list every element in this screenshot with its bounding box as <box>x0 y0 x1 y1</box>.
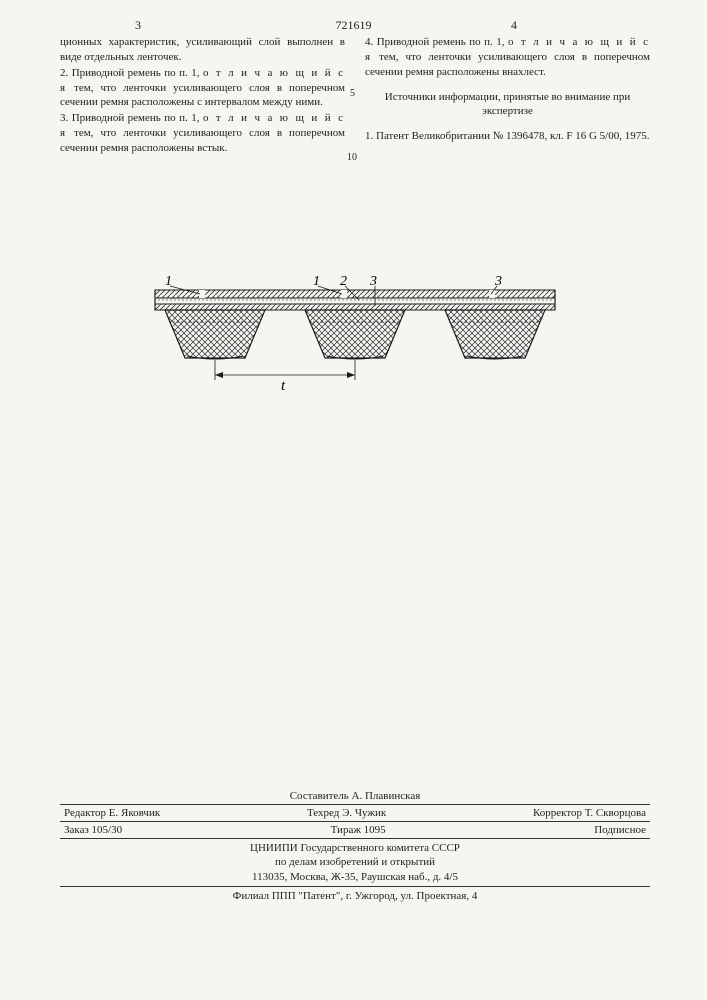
line-number-5: 5 <box>350 87 355 101</box>
techred: Техред Э. Чужик <box>307 807 386 819</box>
claim-2-body: тем, что ленточки усиливающего слоя в по… <box>60 82 345 109</box>
rib-1 <box>165 310 265 359</box>
corrector: Корректор Т. Скворцова <box>533 807 646 819</box>
order-number: Заказ 105/30 <box>64 824 122 836</box>
claim-4-prefix: 4. Приводной ремень по п. 1, <box>365 36 508 48</box>
claim-2: 2. Приводной ремень по п. 1, о т л и ч а… <box>60 66 345 111</box>
line-number-10: 10 <box>347 151 357 165</box>
rib-3 <box>445 310 545 359</box>
claim-4-body: тем, что ленточки усиливающего слоя в по… <box>365 51 650 78</box>
fig-label-3a: 3 <box>369 274 377 289</box>
page-num-left: 3 <box>135 18 141 33</box>
page-header: 3 721619 4 <box>0 18 707 33</box>
fig-label-1a: 1 <box>165 274 172 289</box>
organization-block: ЦНИИПИ Государственного комитета СССР по… <box>60 839 650 887</box>
imprint-block: Составитель А. Плавинская Редактор Е. Як… <box>60 790 650 905</box>
left-column: ционных характеристик, усиливающий слой … <box>60 35 345 157</box>
page-num-right: 4 <box>511 18 517 33</box>
text-columns: ционных характеристик, усиливающий слой … <box>60 35 650 157</box>
editor: Редактор Е. Яковчик <box>64 807 160 819</box>
claim-4: 4. Приводной ремень по п. 1, о т л и ч а… <box>365 35 650 80</box>
order-row: Заказ 105/30 Тираж 1095 Подписное <box>60 822 650 839</box>
org-line-3: 113035, Москва, Ж-35, Раушская наб., д. … <box>60 870 650 884</box>
claim-3-body: тем, что ленточки усиливающего слоя в по… <box>60 127 345 154</box>
fig-label-3b: 3 <box>494 274 502 289</box>
claim-1-cont: ционных характеристик, усиливающий слой … <box>60 35 345 65</box>
org-line-1: ЦНИИПИ Государственного комитета СССР <box>60 841 650 855</box>
subscription: Подписное <box>594 824 646 836</box>
org-line-2: по делам изобретений и открытий <box>60 855 650 869</box>
claim-2-prefix: 2. Приводной ремень по п. 1, <box>60 67 203 79</box>
tirazh: Тираж 1095 <box>331 824 386 836</box>
document-number: 721619 <box>336 18 372 33</box>
fig-label-1b: 1 <box>313 274 320 289</box>
compiler-line: Составитель А. Плавинская <box>60 790 650 802</box>
claim-3-prefix: 3. Приводной ремень по п. 1, <box>60 112 203 124</box>
claim-3: 3. Приводной ремень по п. 1, о т л и ч а… <box>60 111 345 156</box>
rib-2 <box>305 310 405 359</box>
reference-1: 1. Патент Великобритании № 1396478, кл. … <box>365 129 650 144</box>
sources-title: Источники информации, принятые во вниман… <box>365 90 650 120</box>
filial-line: Филиал ППП "Патент", г. Ужгород, ул. Про… <box>60 887 650 905</box>
credits-row: Редактор Е. Яковчик Техред Э. Чужик Корр… <box>60 804 650 822</box>
right-column: 4. Приводной ремень по п. 1, о т л и ч а… <box>365 35 650 157</box>
fig-label-t: t <box>281 378 286 394</box>
belt-cross-section-figure: 1 1 2 3 3 t <box>145 270 565 410</box>
